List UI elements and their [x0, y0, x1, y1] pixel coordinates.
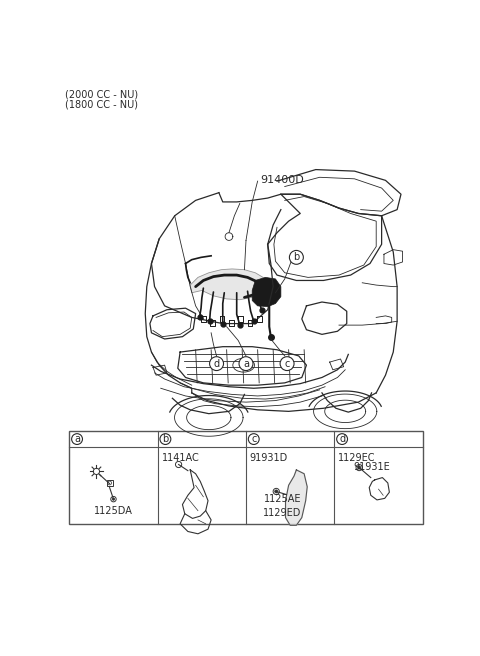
Text: b: b [293, 253, 300, 262]
Bar [69, 432, 423, 523]
Text: d: d [339, 434, 345, 444]
Polygon shape [190, 269, 265, 300]
Text: c: c [251, 434, 256, 444]
Circle shape [210, 357, 224, 371]
Text: 1125DA: 1125DA [94, 506, 133, 516]
Polygon shape [252, 277, 281, 306]
Circle shape [275, 490, 278, 493]
Text: a: a [74, 434, 80, 444]
Bar [107, 480, 113, 486]
Circle shape [248, 434, 259, 445]
Polygon shape [286, 470, 307, 525]
Text: 1141AC: 1141AC [162, 453, 199, 463]
Circle shape [336, 434, 348, 445]
Text: d: d [214, 359, 220, 369]
Circle shape [289, 251, 303, 264]
Circle shape [358, 466, 360, 469]
Circle shape [280, 357, 294, 371]
Text: (2000 CC - NU): (2000 CC - NU) [65, 89, 138, 100]
Text: a: a [243, 359, 249, 369]
Text: 91931E: 91931E [354, 462, 390, 472]
Circle shape [112, 498, 115, 501]
Text: b: b [162, 434, 168, 444]
Text: 1125AE
1129ED: 1125AE 1129ED [263, 495, 301, 518]
Text: c: c [284, 359, 290, 369]
Text: 91931D: 91931D [250, 453, 288, 463]
Circle shape [239, 357, 253, 371]
Circle shape [160, 434, 171, 445]
Text: (1800 CC - NU): (1800 CC - NU) [65, 100, 138, 110]
Text: 91400D: 91400D [260, 174, 304, 184]
Circle shape [72, 434, 83, 445]
Text: 1129EC: 1129EC [338, 453, 376, 463]
